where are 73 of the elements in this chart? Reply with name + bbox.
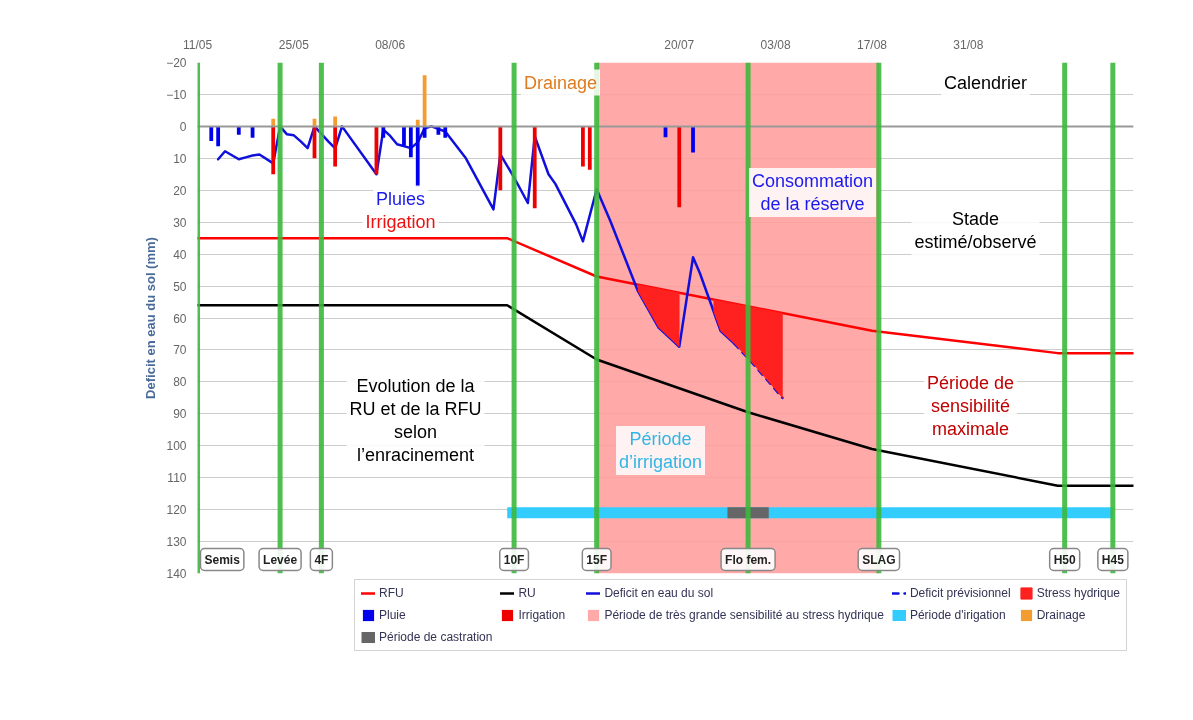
annotation: Consommation de la réserve (751, 171, 874, 214)
legend-label: RFU (379, 586, 405, 600)
ref-line-label: Flo fem. (725, 552, 772, 567)
y-tick-label: 30 (173, 215, 187, 230)
x-tick-label: 08/06 (375, 37, 406, 52)
y-tick-label: 20 (173, 183, 187, 198)
ref-line-label: Levée (263, 552, 298, 567)
y-axis-title: Deficit en eau du sol (mm) (143, 237, 159, 399)
bar (691, 126, 695, 153)
legend-label: Drainage (1036, 608, 1087, 622)
annotation: Période d’irrigation (618, 429, 703, 472)
y-tick-label: −10 (166, 87, 187, 102)
legend-label: Deficit prévisionnel (909, 586, 1011, 600)
ref-line-label: 10F (503, 552, 525, 567)
legend-label: Période de castration (379, 630, 493, 644)
ref-line-label: SLAG (862, 552, 896, 567)
bar (587, 126, 592, 170)
annotation: Pluies (375, 188, 426, 209)
y-tick-label: 60 (173, 311, 187, 326)
annotation: Drainage (523, 72, 598, 93)
legend-label: RU (518, 586, 537, 600)
y-tick-label: 140 (166, 567, 187, 581)
bar (532, 126, 537, 209)
bar (498, 126, 503, 191)
bar (381, 126, 386, 138)
legend-label: Irrigation (518, 608, 567, 622)
line-series (197, 303, 1134, 487)
x-tick-label: 11/05 (182, 37, 213, 52)
bar (415, 126, 420, 187)
bar (271, 126, 276, 175)
y-tick-label: 120 (166, 503, 187, 518)
y-tick-label: 50 (173, 279, 187, 294)
y-tick-label: 80 (173, 375, 187, 390)
bar (408, 126, 413, 158)
legend-label: Pluie (379, 608, 407, 622)
x-tick-label: 31/08 (953, 37, 984, 52)
legend-label: Période de très grande sensibilité au stress hydrique (604, 608, 884, 622)
y-tick-label: 130 (166, 535, 187, 550)
legend-label: Stress hydrique (1036, 586, 1120, 600)
bar (443, 126, 448, 138)
x-tick-label: 20/07 (664, 37, 695, 52)
annotation: Irrigation (365, 211, 436, 232)
bar (333, 116, 338, 127)
ref-line-label: 4F (314, 552, 329, 567)
ref-line-label: 15F (586, 552, 608, 567)
bar (333, 126, 338, 167)
y-tick-label: 90 (173, 407, 187, 422)
y-tick-label: 70 (173, 343, 187, 358)
x-tick-label: 03/08 (760, 37, 791, 52)
y-tick-label: 40 (173, 247, 187, 262)
bar (581, 126, 585, 167)
bar (677, 126, 682, 208)
y-tick-label: −20 (166, 56, 187, 70)
annotation: Stade estimé/observé (914, 209, 1037, 252)
bar (422, 75, 427, 127)
y-tick-label: 110 (167, 471, 187, 486)
ref-line-label: H50 (1053, 552, 1077, 567)
bar (209, 126, 214, 142)
bar (216, 126, 221, 147)
x-tick-label: 25/05 (278, 37, 310, 52)
annotation: Calendrier (943, 72, 1028, 93)
bar (422, 126, 427, 138)
ref-line-label: H45 (1101, 552, 1125, 567)
y-tick-label: 10 (173, 151, 187, 166)
y-tick-label: 100 (166, 439, 187, 454)
legend-label: Deficit en eau du sol (604, 586, 714, 600)
bar (402, 126, 406, 146)
x-tick-label: 17/08 (856, 37, 888, 52)
ref-line-label: Semis (204, 552, 241, 567)
annotation: Période de sensibilité maximale (926, 372, 1015, 439)
y-tick-label: 0 (179, 119, 187, 134)
annotation: Evolution de la RU et de la RFU selon l’enracinement (349, 376, 482, 465)
legend-label: Période d'irigation (909, 608, 1006, 622)
